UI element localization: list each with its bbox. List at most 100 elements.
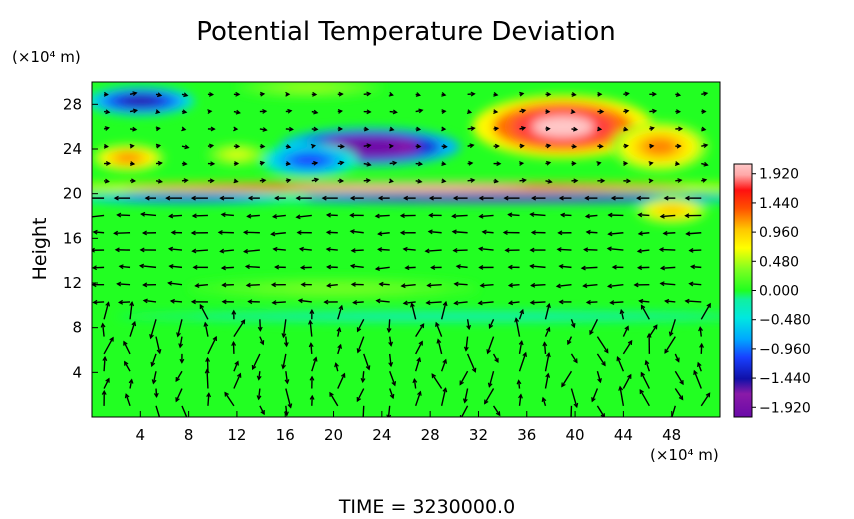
wind-vector bbox=[259, 319, 262, 331]
wind-vector-head bbox=[170, 230, 176, 236]
plot-frame bbox=[91, 81, 721, 418]
wind-vector-head bbox=[623, 126, 629, 132]
x-tick-label: 44 bbox=[614, 426, 633, 444]
wind-vector-head bbox=[338, 304, 344, 310]
wind-vector bbox=[691, 265, 702, 269]
wind-vector bbox=[570, 388, 578, 408]
wind-vector-head bbox=[531, 195, 537, 201]
wind-vector-head bbox=[131, 320, 137, 327]
wind-vector bbox=[195, 283, 209, 287]
wind-vector-head bbox=[585, 299, 591, 305]
wind-vector-head bbox=[178, 343, 184, 349]
wind-vector-head bbox=[436, 338, 442, 344]
wind-vector-head bbox=[313, 177, 320, 183]
wind-vector-head bbox=[285, 161, 292, 167]
wind-vector bbox=[480, 283, 494, 287]
wind-vector-head bbox=[105, 301, 111, 307]
wind-vector bbox=[425, 249, 442, 252]
wind-vector-head bbox=[561, 382, 566, 388]
wind-vector-head bbox=[360, 377, 366, 384]
wind-vector-head bbox=[191, 248, 197, 254]
wind-vector-head bbox=[639, 388, 644, 395]
wind-vector-head bbox=[558, 299, 564, 305]
wind-vector bbox=[466, 319, 470, 330]
wind-vector-head bbox=[442, 358, 447, 364]
wind-vector bbox=[401, 283, 416, 287]
wind-vector bbox=[282, 353, 287, 369]
wind-vector-head bbox=[182, 161, 188, 167]
wind-vector-head bbox=[204, 368, 210, 374]
heatmap-cell bbox=[226, 150, 248, 159]
wind-vector bbox=[427, 283, 442, 287]
wind-vector-head bbox=[459, 380, 464, 386]
wind-vector-head bbox=[337, 109, 343, 114]
wind-vector bbox=[456, 265, 468, 269]
wind-vector-head bbox=[156, 92, 163, 98]
wind-vector bbox=[181, 405, 188, 417]
wind-vector-head bbox=[392, 109, 398, 115]
wind-vector-head bbox=[260, 410, 265, 416]
y-tick-label: 12 bbox=[63, 274, 82, 292]
wind-vector bbox=[129, 379, 133, 389]
colorbar-label: −0.960 bbox=[759, 342, 811, 358]
wind-vector-head bbox=[453, 300, 459, 306]
wind-vector bbox=[452, 230, 468, 234]
wind-vector bbox=[586, 231, 598, 234]
wind-vector-head bbox=[418, 108, 424, 114]
wind-vector-head bbox=[545, 351, 551, 358]
wind-vector-head bbox=[183, 178, 189, 184]
wind-vector bbox=[464, 388, 469, 403]
wind-vector-head bbox=[623, 161, 629, 166]
wind-vector-head bbox=[685, 231, 691, 237]
wind-vector-head bbox=[363, 126, 370, 132]
wind-vector bbox=[233, 319, 246, 337]
wind-vector-head bbox=[295, 214, 301, 220]
wind-vector-head bbox=[245, 282, 251, 288]
x-tick-label: 20 bbox=[324, 426, 343, 444]
wind-vector bbox=[492, 353, 499, 363]
wind-vector bbox=[378, 248, 390, 251]
wind-vector-head bbox=[701, 178, 708, 183]
wind-vector-head bbox=[600, 178, 606, 184]
wind-vector-head bbox=[262, 127, 268, 132]
wind-vector-head bbox=[203, 321, 209, 327]
wind-vector bbox=[440, 388, 447, 406]
colorbar-label: −1.440 bbox=[759, 371, 811, 387]
wind-vector-head bbox=[168, 213, 174, 219]
wind-vector-head bbox=[156, 349, 162, 355]
wind-vector-head bbox=[309, 308, 315, 314]
wind-vector-head bbox=[701, 109, 707, 115]
wind-vector-head bbox=[286, 144, 292, 149]
wind-vector-head bbox=[130, 178, 137, 184]
wind-vector-head bbox=[326, 264, 332, 270]
wind-vector-head bbox=[141, 230, 148, 236]
wind-vector-head bbox=[518, 393, 523, 399]
wind-vector-head bbox=[404, 265, 410, 271]
wind-vector-head bbox=[417, 178, 423, 184]
wind-vector-head bbox=[124, 393, 130, 399]
wind-vector-head bbox=[507, 300, 514, 306]
wind-vector bbox=[685, 300, 702, 303]
wind-vector-head bbox=[251, 364, 257, 371]
wind-vector-head bbox=[573, 358, 578, 364]
wind-vector-head bbox=[352, 300, 358, 305]
wind-vector bbox=[570, 353, 578, 363]
wind-vector bbox=[259, 336, 264, 345]
wind-vector bbox=[285, 371, 289, 384]
wind-vector bbox=[431, 373, 443, 389]
x-tick-label: 8 bbox=[184, 426, 194, 444]
wind-vector bbox=[663, 232, 676, 235]
x-tick-label: 24 bbox=[372, 426, 391, 444]
wind-vector-head bbox=[118, 264, 124, 270]
wind-vector-head bbox=[495, 411, 501, 417]
wind-vector bbox=[699, 327, 702, 337]
wind-vector-head bbox=[623, 143, 629, 149]
wind-vector-head bbox=[339, 143, 345, 149]
wind-vector-head bbox=[274, 195, 280, 201]
wind-vector-head bbox=[507, 212, 513, 218]
wind-vector-head bbox=[519, 91, 525, 97]
wind-vector-head bbox=[502, 230, 508, 235]
wind-vector-head bbox=[470, 126, 476, 131]
x-axis: 4 8 12 16 20 24 28 32 36 40 44 48 bbox=[136, 411, 681, 444]
wind-vector bbox=[671, 405, 676, 417]
